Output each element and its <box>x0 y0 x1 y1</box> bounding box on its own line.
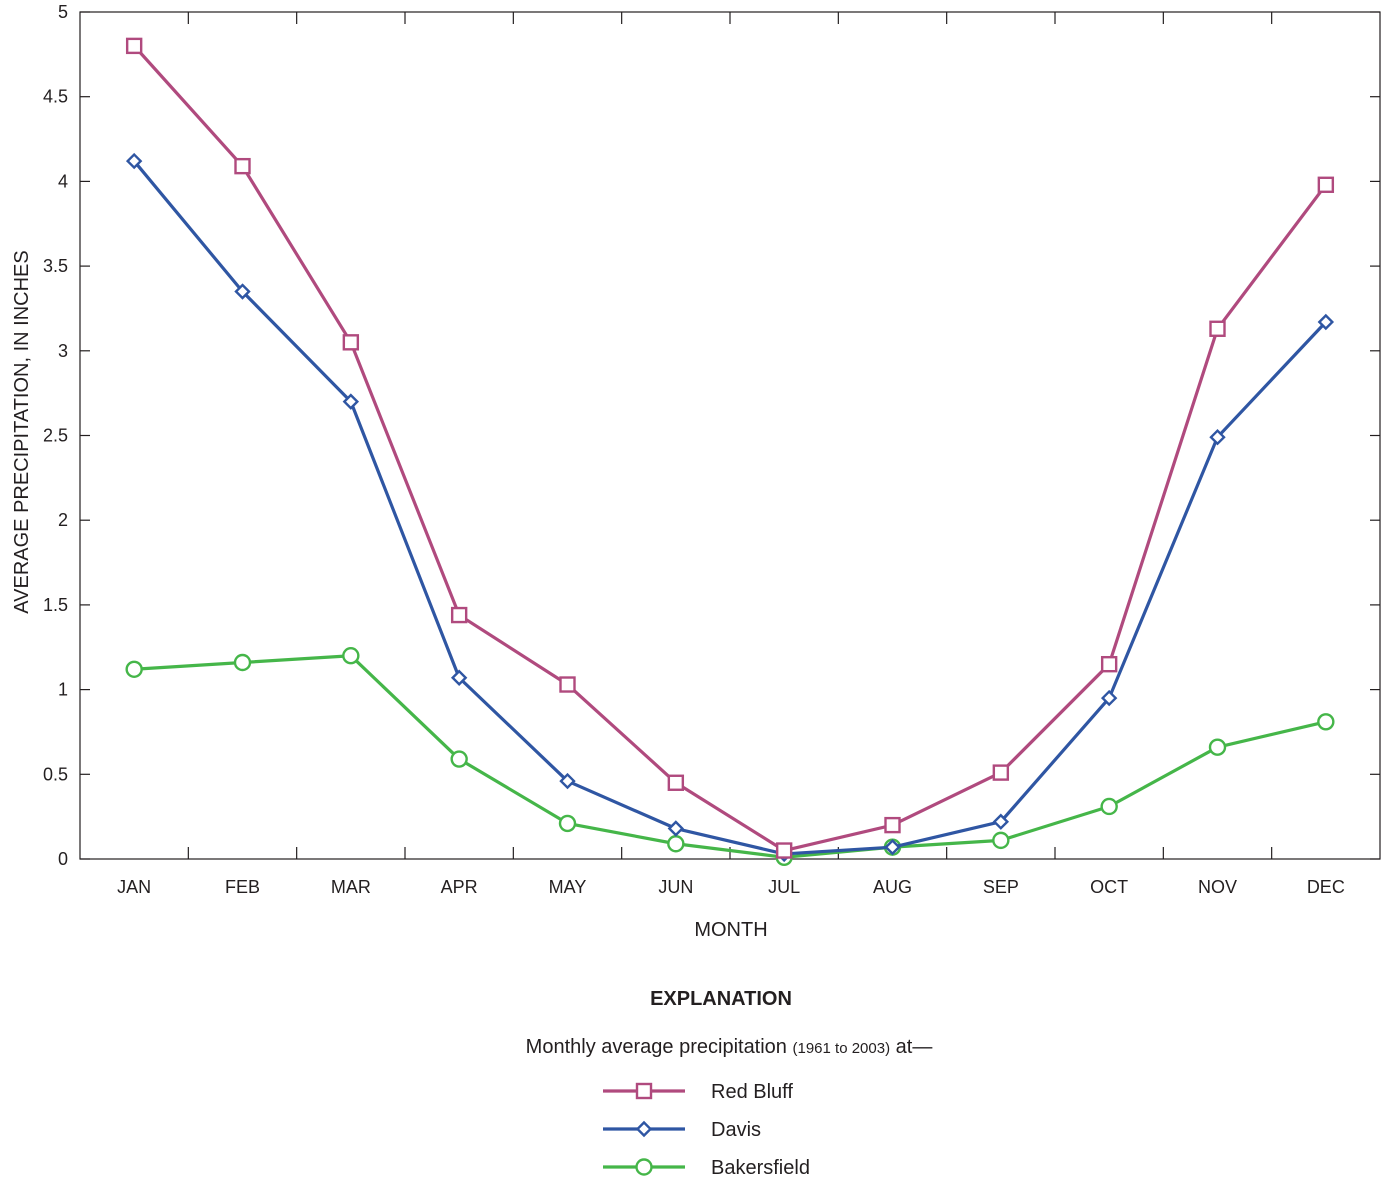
data-point-davis <box>342 393 360 410</box>
data-point-red-bluff <box>559 676 576 693</box>
legend: EXPLANATION Monthly average precipitatio… <box>526 988 933 1177</box>
legend-label-bakersfield: Bakersfield <box>711 1157 810 1177</box>
data-point-red-bluff <box>667 774 685 791</box>
legend-subtitle-main: Monthly average precipitation <box>526 1036 793 1058</box>
x-tick-label: AUG <box>873 877 912 897</box>
data-point-red-bluff <box>234 157 251 175</box>
series-davis <box>125 152 1335 863</box>
axes <box>79 11 1381 860</box>
x-tick-label: OCT <box>1090 877 1128 897</box>
x-tick-label: SEP <box>983 877 1019 897</box>
x-tick-label: MAY <box>549 877 587 897</box>
data-point-bakersfield <box>1100 797 1118 816</box>
data-point-red-bluff <box>775 842 793 859</box>
plot-frame <box>79 11 1381 860</box>
series-line-davis <box>132 160 1327 856</box>
series-line-bakersfield <box>134 654 1327 859</box>
x-tick-label: APR <box>441 877 478 897</box>
y-tick-label: 5 <box>58 2 68 22</box>
data-point-red-bluff <box>125 37 143 55</box>
tick-labels: 0 0.5 1 1.5 2 2.5 3 3.5 4 4.5 5 JAN FEB MAR APR MAY JUN J… <box>43 2 1345 897</box>
x-tick-label: NOV <box>1198 877 1237 897</box>
data-series <box>125 37 1335 867</box>
y-tick-label: 3 <box>58 341 68 361</box>
data-point-red-bluff <box>1209 320 1226 337</box>
legend-entries: Red Bluff Davis Bakersfield <box>603 1081 810 1177</box>
data-point-bakersfield <box>342 647 360 665</box>
y-tick-label: 2.5 <box>43 426 68 446</box>
x-tick-label: JUN <box>658 877 693 897</box>
data-point-red-bluff <box>992 764 1010 781</box>
legend-label-red-bluff: Red Bluff <box>711 1081 793 1103</box>
data-point-davis <box>992 813 1010 830</box>
data-point-bakersfield <box>1208 738 1227 756</box>
x-tick-label: FEB <box>225 877 260 897</box>
y-tick-label: 0 <box>58 849 68 869</box>
x-tick-label: JUL <box>768 877 800 897</box>
data-point-red-bluff <box>1100 655 1118 673</box>
legend-subtitle: Monthly average precipitation (1961 to 2… <box>526 1036 933 1058</box>
data-point-davis <box>1100 689 1118 707</box>
y-tick-label: 2 <box>58 510 68 530</box>
x-tick-label: DEC <box>1307 877 1345 897</box>
legend-title: EXPLANATION <box>650 988 792 1010</box>
data-point-bakersfield <box>558 814 577 833</box>
data-point-red-bluff <box>450 606 468 624</box>
data-point-bakersfield <box>125 660 143 678</box>
data-point-bakersfield <box>667 835 685 853</box>
legend-marker-red-bluff <box>635 1082 653 1100</box>
series-red-bluff <box>125 37 1335 859</box>
data-point-davis <box>559 772 576 790</box>
data-point-davis <box>667 820 685 837</box>
y-tick-label: 3.5 <box>43 256 68 276</box>
y-tick-label: 4.5 <box>43 87 68 107</box>
data-point-davis <box>234 283 251 300</box>
data-point-red-bluff <box>1317 176 1335 193</box>
series-bakersfield <box>125 647 1335 867</box>
y-tick-label: 0.5 <box>43 764 68 784</box>
data-point-red-bluff <box>342 334 360 351</box>
data-point-bakersfield <box>450 750 468 768</box>
y-tick-label: 4 <box>58 171 68 191</box>
x-axis-title: MONTH <box>694 919 767 941</box>
x-tick-label: JAN <box>117 877 151 897</box>
series-line-red-bluff <box>132 44 1328 853</box>
data-point-bakersfield <box>992 831 1010 850</box>
data-point-davis <box>1317 313 1335 331</box>
data-point-bakersfield <box>233 653 252 672</box>
y-tick-label: 1 <box>58 680 68 700</box>
data-point-red-bluff <box>884 816 901 834</box>
legend-entry-red-bluff: Red Bluff <box>603 1081 793 1103</box>
data-point-davis <box>884 838 901 856</box>
y-tick-label: 1.5 <box>43 595 68 615</box>
legend-subtitle-period: (1961 to 2003) <box>793 1040 891 1057</box>
y-axis-title: AVERAGE PRECIPITATION, IN INCHES <box>11 250 33 613</box>
x-tick-label: MAR <box>331 877 371 897</box>
legend-label-davis: Davis <box>711 1119 761 1141</box>
legend-entry-davis: Davis <box>603 1119 761 1141</box>
legend-marker-bakersfield <box>635 1158 653 1176</box>
legend-marker-davis <box>635 1120 653 1138</box>
data-point-davis <box>1209 428 1226 446</box>
data-point-davis <box>125 152 143 170</box>
data-point-davis <box>450 669 468 686</box>
legend-subtitle-end: at— <box>890 1036 932 1058</box>
legend-entry-bakersfield: Bakersfield <box>603 1157 810 1177</box>
data-point-bakersfield <box>1317 713 1335 731</box>
